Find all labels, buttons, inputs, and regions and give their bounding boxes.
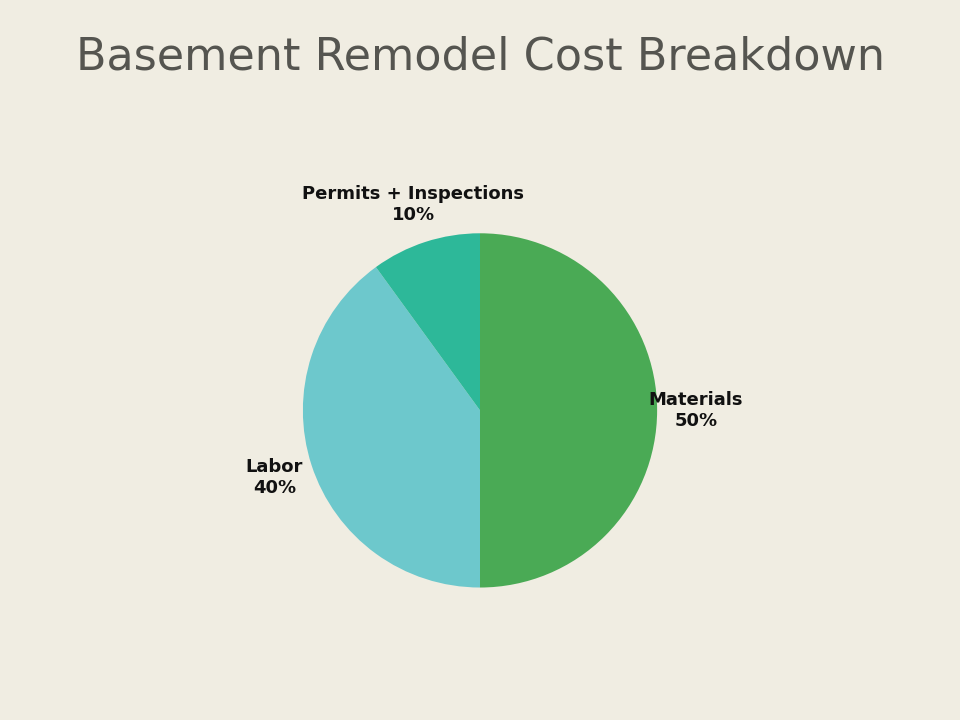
- Text: Materials
50%: Materials 50%: [649, 391, 743, 430]
- Text: Labor
40%: Labor 40%: [246, 458, 303, 497]
- Wedge shape: [303, 267, 480, 588]
- Text: Basement Remodel Cost Breakdown: Basement Remodel Cost Breakdown: [76, 36, 884, 79]
- Text: Permits + Inspections
10%: Permits + Inspections 10%: [302, 186, 524, 225]
- Wedge shape: [376, 233, 480, 410]
- Wedge shape: [480, 233, 658, 588]
